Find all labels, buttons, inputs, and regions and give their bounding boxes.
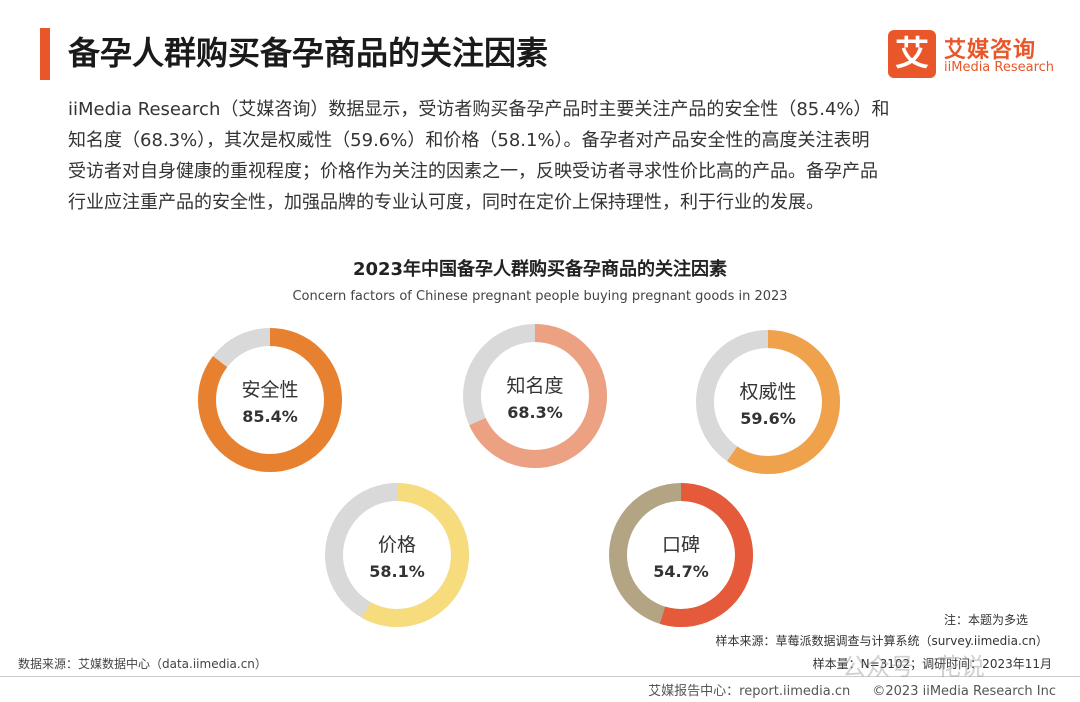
page-title: 备孕人群购买备孕商品的关注因素 bbox=[68, 34, 549, 72]
donut-value-arc bbox=[198, 328, 342, 472]
donut-value-label: 58.1% bbox=[369, 562, 425, 581]
intro-line: iiMedia Research（艾媒咨询）数据显示，受访者购买备孕产品时主要关… bbox=[68, 99, 890, 120]
intro-line: 知名度（68.3%），其次是权威性（59.6%）和价格（58.1%）。备孕者对产… bbox=[68, 130, 870, 151]
data-source: 数据来源：艾媒数据中心（data.iimedia.cn） bbox=[18, 657, 267, 671]
logo-mark: 艾 bbox=[888, 30, 936, 78]
donut-category-label: 口碑 bbox=[662, 534, 700, 556]
title-accent-bar bbox=[40, 28, 50, 80]
donut-value-label: 54.7% bbox=[653, 562, 709, 581]
intro-line: 行业应注重产品的安全性，加强品牌的专业认可度，同时在定价上保持理性，利于行业的发… bbox=[68, 192, 824, 213]
chart-note: 注：本题为多选 bbox=[943, 613, 1028, 627]
intro-line: 受访者对自身健康的重视程度；价格作为关注的因素之一，反映受访者寻求性价比高的产品… bbox=[68, 161, 878, 182]
logo-english-name: iiMedia Research bbox=[944, 60, 1055, 75]
footer: 艾媒报告中心：report.iimedia.cn ©2023 iiMedia R… bbox=[630, 680, 1056, 699]
donut-category-label: 价格 bbox=[378, 534, 416, 556]
donut-3: 权威性 59.6% bbox=[696, 330, 840, 474]
footer-copyright: ©2023 iiMedia Research Inc bbox=[872, 684, 1056, 699]
donut-value-arc bbox=[609, 483, 753, 627]
footer-divider bbox=[0, 676, 1080, 677]
donut-2: 知名度 68.3% bbox=[463, 324, 607, 468]
donut-value-label: 68.3% bbox=[507, 403, 563, 422]
footer-report-center: 艾媒报告中心：report.iimedia.cn bbox=[648, 684, 851, 699]
donut-1: 安全性 85.4% bbox=[198, 328, 342, 472]
chart-title: 2023年中国备孕人群购买备孕商品的关注因素 bbox=[352, 259, 728, 280]
intro-paragraph: iiMedia Research（艾媒咨询）数据显示，受访者购买备孕产品时主要关… bbox=[68, 94, 998, 218]
chart-subtitle: Concern factors of Chinese pregnant peop… bbox=[292, 289, 788, 304]
donut-value-arc bbox=[325, 483, 469, 627]
brand-logo: 艾 艾媒咨询 iiMedia Research bbox=[888, 30, 1058, 80]
donut-value-label: 59.6% bbox=[740, 409, 796, 428]
donut-category-label: 权威性 bbox=[739, 381, 796, 403]
donut-4: 价格 58.1% bbox=[325, 483, 469, 627]
donut-category-label: 知名度 bbox=[506, 375, 563, 397]
donut-value-arc bbox=[696, 330, 840, 474]
donut-5: 口碑 54.7% bbox=[609, 483, 753, 627]
donut-value-arc bbox=[463, 324, 607, 468]
logo-chinese-name: 艾媒咨询 bbox=[944, 38, 1037, 63]
sample-size: 样本量：N=3102；调研时间：2023年11月 bbox=[812, 657, 1052, 671]
donut-value-label: 85.4% bbox=[242, 407, 298, 426]
watermark: 公众号 · 花说 bbox=[842, 653, 985, 681]
sample-source: 样本来源：草莓派数据调查与计算系统（survey.iimedia.cn） bbox=[715, 634, 1048, 648]
donut-category-label: 安全性 bbox=[241, 379, 298, 401]
